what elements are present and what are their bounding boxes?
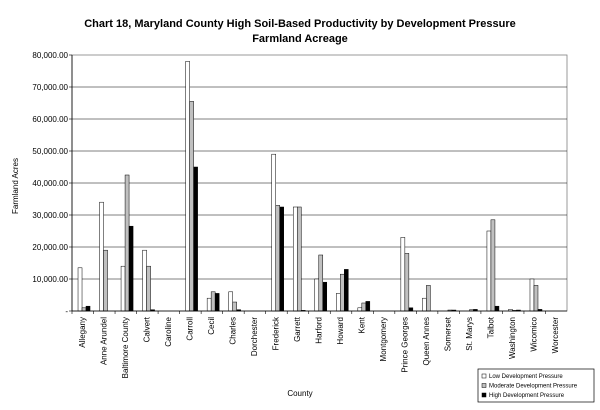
chart-title: Chart 18, Maryland County High Soil-Base…: [84, 18, 516, 30]
bar-moderate: [361, 302, 367, 312]
bar-moderate: [490, 219, 496, 312]
bar-moderate: [426, 285, 431, 312]
x-tick-label: Talbot: [487, 316, 496, 338]
bar-low: [142, 249, 147, 312]
legend-swatch: [481, 392, 487, 398]
bar-low: [228, 291, 233, 312]
bar-moderate: [210, 291, 216, 312]
bar-high: [128, 225, 134, 312]
plot-area: - 10,000.00 20,000.00 30,000.00 40,000.00 50,…: [32, 51, 568, 378]
x-tick-label: Anne Arundel: [99, 317, 108, 365]
bar-moderate: [103, 249, 108, 312]
bar-moderate: [404, 253, 410, 312]
x-tick-label: Prince Georges: [401, 317, 410, 373]
bar-low: [422, 297, 427, 312]
bar-moderate: [340, 273, 345, 312]
bar-high: [344, 269, 349, 312]
x-tick-label: Washington: [508, 317, 517, 359]
legend-label: High Development Pressure: [489, 393, 565, 399]
y-tick-label: 70,000.00: [32, 83, 68, 92]
bar-low: [271, 153, 276, 312]
bar-high: [494, 305, 500, 312]
y-tick-label: 80,000.00: [32, 51, 68, 60]
x-tick-label: Allegany: [78, 317, 87, 348]
bar-moderate: [318, 254, 324, 312]
bar-moderate: [81, 307, 87, 312]
x-tick-label: Howard: [336, 317, 345, 345]
bar-moderate: [189, 101, 194, 312]
bar-moderate: [232, 301, 237, 312]
bar-high: [214, 293, 220, 312]
y-tick-label: 10,000.00: [32, 275, 68, 284]
y-tick-label: 50,000.00: [32, 147, 68, 156]
y-tick-label: 40,000.00: [32, 179, 68, 188]
x-tick-label: Charles: [228, 317, 237, 345]
bar-moderate: [533, 285, 539, 312]
bar-low: [486, 230, 492, 312]
x-tick-label: Baltimore County: [121, 317, 130, 378]
bar-moderate: [275, 205, 280, 312]
legend-box: [477, 368, 595, 403]
bar-low: [185, 61, 190, 312]
bar-low: [206, 297, 212, 312]
y-axis-label: Farmland Acres: [11, 158, 20, 214]
x-tick-label: Calvert: [142, 316, 151, 342]
chart-subtitle: Farmland Acreage: [252, 33, 348, 45]
x-tick-label: Worcester: [551, 317, 560, 354]
x-tick-label: Somerset: [444, 316, 453, 351]
x-tick-label: St. Marys: [465, 317, 474, 351]
bar-high: [193, 166, 198, 312]
y-tick-label: 30,000.00: [32, 211, 68, 220]
x-tick-label: Harford: [315, 317, 324, 344]
x-tick-label: Montgomery: [379, 317, 388, 361]
x-tick-label: Queen Annes: [422, 317, 431, 365]
x-tick-label: Garrett: [293, 316, 302, 342]
bar-low: [292, 206, 298, 312]
legend-label: Moderate Development Pressure: [489, 384, 578, 390]
y-tick-label: 20,000.00: [32, 243, 68, 252]
x-tick-label: Frederick: [271, 316, 280, 350]
x-tick-label: Cecil: [207, 317, 216, 335]
bar-high: [322, 281, 328, 312]
x-tick-label: Kent: [358, 316, 367, 333]
legend-swatch: [481, 373, 487, 379]
bar-low: [336, 293, 341, 312]
bar-high: [408, 307, 414, 312]
bar-moderate: [146, 265, 151, 312]
legend-swatch: [481, 383, 487, 388]
y-tick-label: 60,000.00: [32, 115, 68, 124]
bar-low: [357, 307, 363, 312]
bar-low: [77, 267, 83, 312]
bar-moderate: [296, 206, 302, 312]
bar-low: [314, 278, 320, 312]
y-tick-label: -: [65, 307, 68, 316]
bar-low: [529, 278, 535, 312]
bar-low: [400, 237, 406, 312]
bar-high: [365, 301, 371, 312]
bar-low: [120, 265, 126, 312]
x-tick-label: Carroll: [185, 317, 194, 341]
bar-high: [85, 305, 91, 312]
bar-moderate: [124, 174, 130, 312]
x-axis-label: County: [287, 389, 312, 398]
x-tick-label: Caroline: [164, 316, 173, 346]
x-tick-label: Dorchester: [250, 317, 259, 356]
bar-high: [279, 206, 284, 312]
bar-low: [99, 201, 104, 312]
legend-label: Low Development Pressure: [489, 374, 563, 380]
x-tick-label: Wicomico: [530, 316, 539, 351]
legend: Low Development Pressure Moderate Develop…: [477, 368, 595, 403]
